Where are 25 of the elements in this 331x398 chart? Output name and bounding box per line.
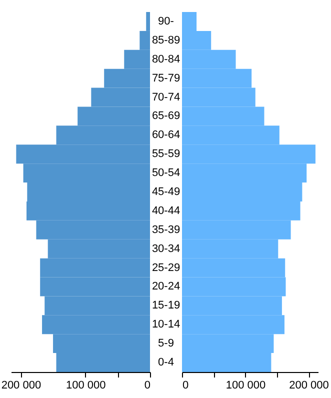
y-tick-label: 20-24 xyxy=(152,280,180,293)
y-tick-label: 80-84 xyxy=(152,53,180,66)
y-tick-label: 45-49 xyxy=(152,186,180,198)
x-tick-label: 200 000 xyxy=(1,380,42,392)
y-tick-label: 50-54 xyxy=(152,167,180,180)
y-tick-label: 90- xyxy=(158,15,174,28)
y-tick-label: 75-79 xyxy=(152,72,180,84)
y-tick-label: 0-4 xyxy=(158,356,174,369)
x-tick-label: 0 xyxy=(144,380,150,392)
y-tick-label: 70-74 xyxy=(152,91,180,104)
y-tick-label: 35-39 xyxy=(152,224,180,236)
y-tick-label: 5-9 xyxy=(158,338,174,350)
y-tick-label: 85-89 xyxy=(152,34,180,46)
x-tick-label: 200 000 xyxy=(289,380,329,392)
y-tick-label: 10-14 xyxy=(152,318,180,331)
y-tick-label: 25-29 xyxy=(152,262,180,274)
x-tick-label: 100 000 xyxy=(226,380,266,392)
x-tick-label: 0 xyxy=(182,380,189,392)
y-tick-label: 60-64 xyxy=(152,129,180,142)
x-tick-label: 100 000 xyxy=(66,380,106,392)
y-tick-label: 65-69 xyxy=(152,110,180,122)
y-tick-label: 40-44 xyxy=(152,204,180,217)
y-tick-label: 55-59 xyxy=(152,148,180,160)
y-tick-label: 30-34 xyxy=(152,242,180,255)
y-tick-label: 15-19 xyxy=(152,300,180,312)
